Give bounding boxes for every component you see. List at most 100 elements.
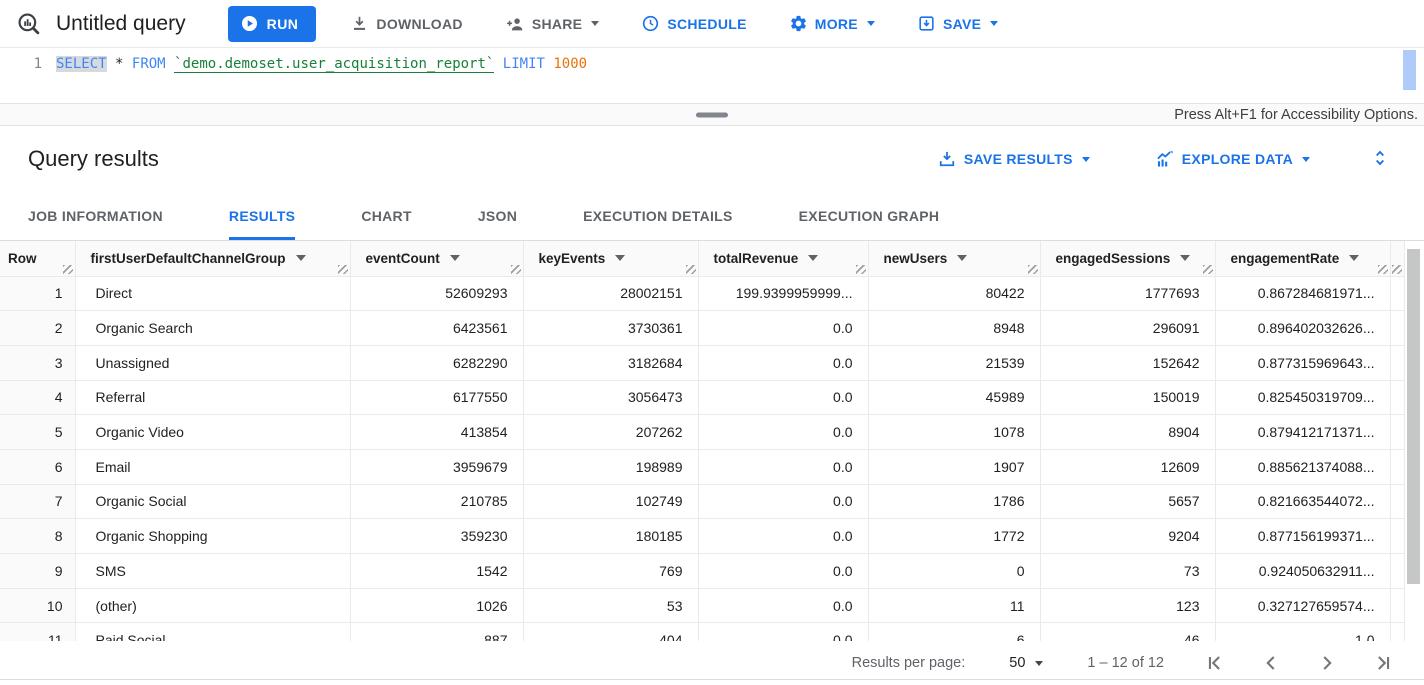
cell-channel: Referral [75, 380, 351, 416]
tab-results[interactable]: RESULTS [228, 192, 296, 240]
cell-keyEvents: 180185 [523, 518, 699, 554]
column-header-newUsers[interactable]: newUsers [868, 241, 1041, 277]
column-resize-handle[interactable] [510, 264, 521, 274]
cell-channel: Organic Shopping [75, 518, 351, 554]
cell-engagedSessions: 73 [1040, 553, 1216, 589]
first-page-button[interactable] [1204, 652, 1226, 674]
column-header-clipped [1390, 241, 1405, 277]
query-results-title: Query results [28, 146, 159, 171]
table-row: 1 Direct 52609293 28002151 199.939995999… [0, 276, 1405, 312]
run-button[interactable]: RUN [227, 5, 317, 42]
row-number: 8 [0, 518, 76, 554]
column-resize-handle[interactable] [1027, 264, 1038, 274]
cell-totalRevenue: 0.0 [833, 632, 853, 641]
more-button[interactable]: MORE [781, 8, 883, 39]
page-size-select[interactable]: 50 [1009, 655, 1044, 671]
cell-eventCount: 413854 [350, 414, 524, 450]
column-resize-handle[interactable] [855, 264, 866, 274]
editor-scrollbar-thumb[interactable] [1403, 50, 1416, 90]
table-scrollbar-thumb[interactable] [1407, 249, 1420, 584]
sql-code-line[interactable]: SELECT * FROM `demo.demoset.user_acquisi… [56, 48, 587, 103]
column-menu-icon[interactable] [449, 255, 460, 262]
column-resize-handle[interactable] [685, 264, 696, 274]
cell-engagedSessions: 9204 [1040, 518, 1216, 554]
cell-eventCount: 52609293 [350, 276, 524, 312]
chevron-left-icon [1266, 656, 1275, 670]
tab-chart[interactable]: CHART [361, 208, 412, 224]
tab-execution-details[interactable]: EXECUTION DETAILS [583, 208, 733, 224]
column-resize-handle[interactable] [62, 264, 73, 274]
cell-keyEvents: 404 [659, 632, 683, 641]
column-menu-icon[interactable] [615, 255, 626, 262]
run-button-label: RUN [266, 15, 299, 32]
cell-newUsers: 0 [868, 553, 1041, 589]
sql-star: * [115, 56, 124, 72]
column-menu-icon[interactable] [1349, 255, 1360, 262]
cell-engagementRate: 0.896402032626... [1215, 310, 1391, 346]
tab-execution-graph[interactable]: EXECUTION GRAPH [798, 208, 940, 224]
sql-table-reference[interactable]: `demo.demoset.user_acquisition_report` [174, 56, 495, 73]
table-header-row: Row firstUserDefaultChannelGroup eventCo… [0, 241, 1405, 277]
save-results-button[interactable]: SAVE RESULTS [929, 143, 1098, 175]
cell-channel: Direct [75, 276, 351, 312]
chevron-down-icon [1035, 660, 1044, 666]
column-menu-icon[interactable] [808, 255, 819, 262]
column-header-eventCount[interactable]: eventCount [350, 241, 524, 277]
column-menu-icon[interactable] [1180, 255, 1191, 262]
column-header-keyEvents[interactable]: keyEvents [523, 241, 699, 277]
cell-engagedSessions: 8904 [1040, 414, 1216, 450]
column-resize-handle[interactable] [1377, 264, 1388, 274]
chevron-down-icon [990, 21, 999, 26]
cell-keyEvents: 102749 [523, 484, 699, 520]
column-header-firstUserDefaultChannelGroup[interactable]: firstUserDefaultChannelGroup [75, 241, 351, 277]
next-page-button[interactable] [1316, 652, 1338, 674]
sql-keyword-from: FROM [131, 56, 166, 72]
expand-results-button[interactable] [1366, 144, 1394, 175]
cell-eventCount: 1542 [350, 553, 524, 589]
query-toolbar: Untitled query RUN DOWNLOAD SHARE [0, 0, 1424, 48]
tab-json[interactable]: JSON [477, 208, 518, 224]
column-menu-icon[interactable] [957, 255, 968, 262]
pagination-bar: Results per page: 50 1 – 12 of 12 [0, 641, 1424, 685]
column-resize-handle[interactable] [1202, 264, 1213, 274]
last-page-button[interactable] [1372, 652, 1394, 674]
save-results-label: SAVE RESULTS [963, 151, 1073, 167]
cell-channel: SMS [75, 553, 351, 589]
table-row: 8 Organic Shopping 359230 180185 0.0 177… [0, 518, 1405, 554]
last-page-icon [1378, 656, 1390, 670]
column-header-engagedSessions[interactable]: engagedSessions [1040, 241, 1216, 277]
cell-eventCount: 6423561 [350, 310, 524, 346]
column-header-engagementRate[interactable]: engagementRate [1215, 241, 1391, 277]
explore-data-button[interactable]: EXPLORE DATA [1146, 143, 1318, 176]
cell-totalRevenue: 0.0 [698, 588, 869, 624]
share-button[interactable]: SHARE [497, 8, 608, 40]
pager-controls [1204, 652, 1394, 674]
cell-channel: Organic Search [75, 310, 351, 346]
cell-newUsers: 1078 [868, 414, 1041, 450]
splitter-drag-handle[interactable] [696, 112, 728, 117]
save-button[interactable]: SAVE [909, 8, 1006, 39]
column-resize-handle[interactable] [1391, 264, 1402, 274]
download-button[interactable]: DOWNLOAD [342, 8, 470, 39]
table-row: 5 Organic Video 413854 207262 0.0 1078 8… [0, 414, 1405, 450]
tab-job-information[interactable]: JOB INFORMATION [28, 208, 163, 224]
previous-page-button[interactable] [1260, 652, 1282, 674]
cell-engagementRate: 0.877156199371... [1215, 518, 1391, 554]
results-actions: SAVE RESULTS EXPLORE DATA [929, 143, 1394, 176]
cell-keyEvents: 3182684 [523, 345, 699, 381]
sql-editor[interactable]: 1 SELECT * FROM `demo.demoset.user_acqui… [0, 48, 1424, 103]
cell-keyEvents: 207262 [523, 414, 699, 450]
cell-eventCount: 6177550 [350, 380, 524, 416]
gear-icon [790, 15, 806, 32]
column-menu-icon[interactable] [295, 255, 306, 262]
column-header-totalRevenue[interactable]: totalRevenue [698, 241, 869, 277]
cell-engagedSessions: 296091 [1040, 310, 1216, 346]
row-number: 5 [0, 414, 76, 450]
bigquery-query-icon [18, 12, 40, 34]
column-resize-handle[interactable] [337, 264, 348, 274]
schedule-button[interactable]: SCHEDULE [633, 8, 754, 39]
cell-newUsers: 1772 [868, 518, 1041, 554]
query-results-header: Query results SAVE RESULTS EXPLORE DATA [0, 126, 1424, 192]
cell-engagedSessions: 1777693 [1040, 276, 1216, 312]
results-table-area: Row firstUserDefaultChannelGroup eventCo… [0, 241, 1424, 641]
